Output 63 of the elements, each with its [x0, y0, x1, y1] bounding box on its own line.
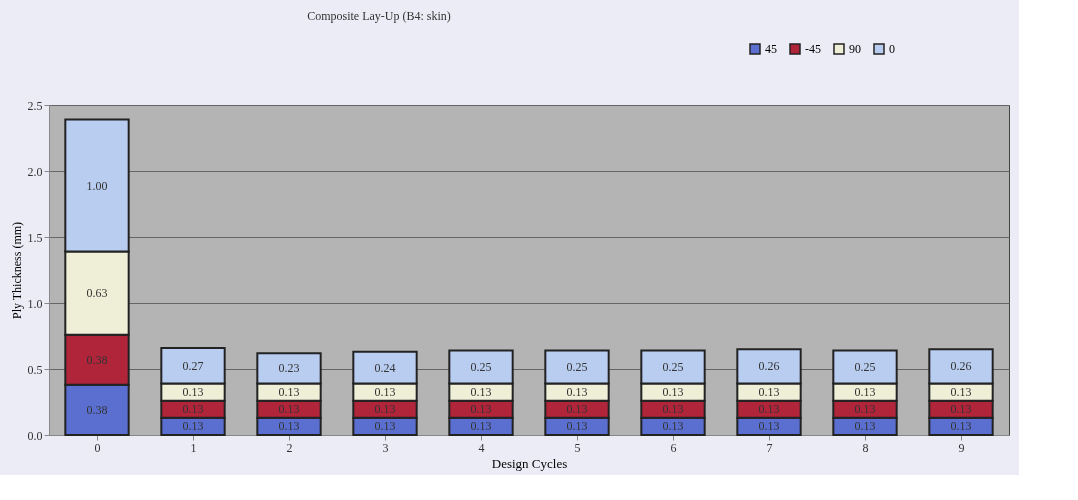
data-label: 0.25 — [854, 360, 876, 375]
legend-label: 45 — [765, 42, 777, 56]
data-label: 0.38 — [86, 402, 108, 417]
x-axis-title: Design Cycles — [491, 455, 568, 471]
data-label: 0.63 — [86, 286, 108, 301]
data-label: 0.13 — [374, 385, 396, 400]
data-label: 0.13 — [566, 419, 588, 434]
y-tick-label: 1.5 — [27, 230, 43, 245]
data-label: 0.24 — [374, 360, 396, 375]
data-label: 0.13 — [374, 419, 396, 434]
data-label: 0.13 — [950, 419, 972, 434]
data-label: 0.27 — [182, 358, 204, 373]
data-label: 0.13 — [950, 385, 972, 400]
legend-label: 90 — [849, 42, 861, 56]
data-label: 0.13 — [278, 402, 300, 417]
x-tick-label: 2 — [286, 440, 293, 455]
data-label: 0.13 — [854, 402, 876, 417]
data-label: 0.13 — [950, 402, 972, 417]
data-label: 0.38 — [86, 352, 108, 367]
data-label: 0.13 — [278, 419, 300, 434]
data-label: 0.13 — [758, 385, 780, 400]
data-label: 0.13 — [758, 419, 780, 434]
data-label: 0.13 — [278, 385, 300, 400]
data-label: 0.23 — [278, 361, 300, 376]
y-axis-title: Ply Thickness (mm) — [9, 221, 24, 320]
x-tick-label: 9 — [958, 440, 965, 455]
x-tick-label: 7 — [766, 440, 773, 455]
data-label: 0.25 — [470, 360, 492, 375]
x-tick-label: 5 — [574, 440, 581, 455]
data-label: 0.26 — [950, 359, 972, 374]
y-tick-label: 0.0 — [27, 428, 43, 443]
data-label: 0.13 — [182, 419, 204, 434]
y-tick-label: 2.5 — [27, 98, 43, 113]
data-label: 0.13 — [662, 419, 684, 434]
x-tick-label: 3 — [382, 440, 389, 455]
data-label: 0.25 — [566, 360, 588, 375]
data-label: 0.13 — [662, 402, 684, 417]
y-tick-label: 0.5 — [27, 362, 43, 377]
data-label: 0.13 — [182, 402, 204, 417]
data-label: 0.13 — [566, 385, 588, 400]
data-label: 0.25 — [662, 360, 684, 375]
data-label: 0.13 — [758, 402, 780, 417]
data-label: 0.13 — [470, 385, 492, 400]
data-label: 0.13 — [470, 402, 492, 417]
data-label: 0.13 — [854, 419, 876, 434]
y-tick-label: 1.0 — [27, 296, 43, 311]
x-tick-label: 1 — [190, 440, 197, 455]
data-label: 1.00 — [86, 178, 108, 193]
data-label: 0.13 — [470, 419, 492, 434]
x-tick-label: 4 — [478, 440, 485, 455]
data-label: 0.13 — [662, 385, 684, 400]
data-label: 0.13 — [182, 385, 204, 400]
y-tick-label: 2.0 — [27, 164, 43, 179]
data-label: 0.13 — [854, 385, 876, 400]
legend-label: 0 — [889, 42, 895, 56]
chart-title: Composite Lay-Up (B4: skin) — [307, 9, 451, 23]
data-label: 0.26 — [758, 359, 780, 374]
x-tick-label: 0 — [94, 440, 101, 455]
legend-label: -45 — [805, 42, 821, 56]
x-tick-label: 6 — [670, 440, 677, 455]
data-label: 0.13 — [374, 402, 396, 417]
data-label: 0.13 — [566, 402, 588, 417]
x-tick-label: 8 — [862, 440, 869, 455]
